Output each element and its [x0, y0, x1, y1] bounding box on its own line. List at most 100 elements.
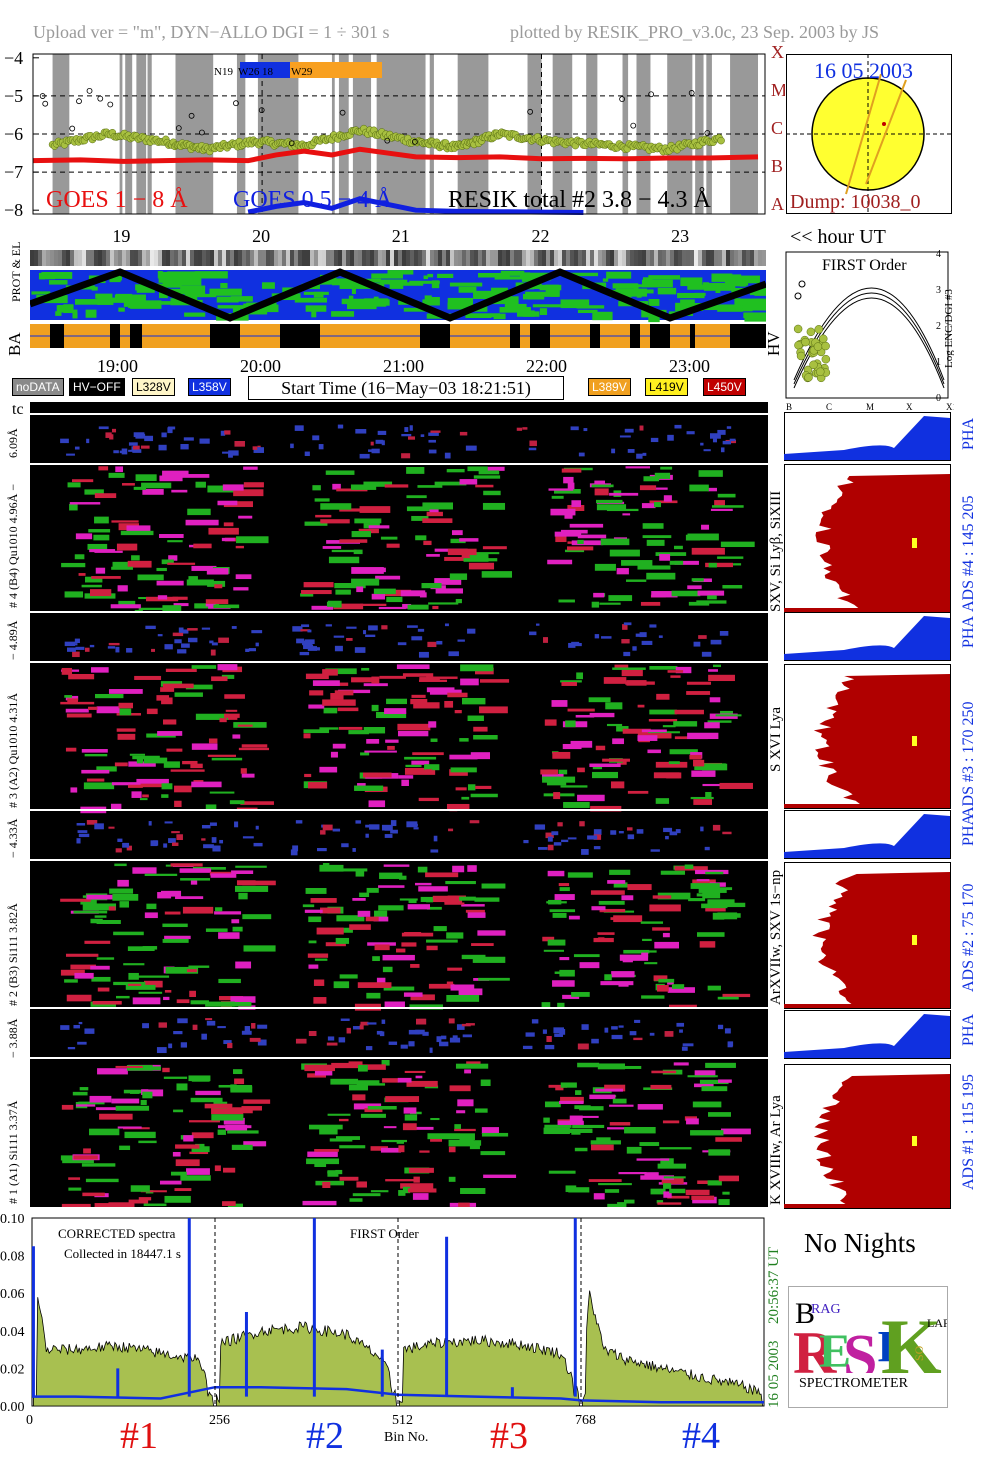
- pha-speck: [173, 1031, 183, 1035]
- pha-speck: [133, 445, 140, 450]
- spectro-cell: [163, 996, 170, 1001]
- spectro-cell: [652, 895, 672, 899]
- pha-speck: [712, 438, 718, 443]
- spectro-cell: [160, 687, 175, 692]
- prot-el-cell: [714, 250, 718, 266]
- spectro-cell: [402, 603, 412, 609]
- prot-strip-green: [136, 289, 155, 293]
- data-gap-14: [527, 54, 542, 214]
- spectro-cell: [94, 516, 109, 524]
- spectro-cell: [224, 694, 245, 699]
- pha-speck: [649, 624, 657, 628]
- spectro-cell: [191, 565, 217, 571]
- spectro-cell: [128, 761, 156, 767]
- spectro-cell: [555, 535, 567, 543]
- pha-speck: [418, 651, 429, 658]
- spectro-cell: [600, 538, 630, 546]
- enc-ylabel: Log ENC/DGI #3: [943, 289, 954, 368]
- channel-4-label: #4: [682, 1415, 720, 1457]
- spectro-cell: [588, 1179, 622, 1182]
- ch2-label: # 2 (B3) Si111 3.82Å: [6, 903, 20, 1006]
- pha-speck: [340, 1018, 350, 1021]
- spectro-cell: [366, 887, 379, 893]
- spectro-cell: [66, 713, 92, 718]
- spectro-cell: [183, 1135, 194, 1142]
- spectro-cell: [444, 896, 463, 903]
- prot-strip-green: [356, 299, 390, 306]
- class-tick-label: A: [771, 194, 784, 214]
- spectrum-x-tick: 512: [392, 1413, 413, 1428]
- prot-strip-green: [95, 293, 113, 299]
- spectro-cell: [332, 743, 346, 749]
- spectrum-time: 20:56:37 UT: [766, 1247, 780, 1324]
- ba-gap-2: [130, 324, 142, 348]
- pha-speck: [436, 1036, 442, 1043]
- class-tick-label: C: [771, 118, 783, 138]
- spectro-cell: [137, 574, 164, 581]
- spectro-cell: [312, 485, 321, 491]
- pha-speck: [679, 1029, 683, 1033]
- prot-el-cell: [242, 250, 246, 266]
- spectro-cell: [301, 590, 332, 595]
- pha-speck: [593, 846, 601, 850]
- spectro-cell: [450, 984, 475, 991]
- spectrum-note-3: FIRST Order: [350, 1226, 419, 1241]
- spectro-cell: [410, 698, 428, 705]
- spectro-cell: [647, 749, 661, 754]
- prot-el-cell: [158, 250, 162, 266]
- pha-speck: [161, 432, 167, 438]
- resik-outlier: [39, 93, 46, 99]
- y-tick-label: −8: [4, 200, 23, 220]
- prot-el-cell: [702, 250, 706, 266]
- pha-speck: [623, 622, 632, 626]
- spectro-cell: [670, 675, 681, 678]
- spectro-cell: [461, 554, 470, 558]
- spectro-cell: [190, 878, 198, 885]
- spectro-cell: [650, 1188, 666, 1195]
- spectro-cell: [157, 731, 183, 736]
- spectro-cell: [547, 559, 573, 565]
- spectro-cell: [547, 939, 566, 946]
- spectrum-x-tick: 768: [575, 1413, 596, 1428]
- spectro-cell: [418, 886, 448, 892]
- pha-speck: [201, 838, 206, 841]
- ads1-label: ADS #1 : 115 195: [960, 1074, 977, 1190]
- spectro-cell: [379, 675, 406, 679]
- spectro-cell: [467, 865, 477, 872]
- spectro-cell: [430, 1138, 443, 1142]
- prot-el-cell: [530, 250, 534, 266]
- spectro-cell: [211, 1114, 244, 1121]
- spectro-cell: [207, 754, 237, 757]
- spectro-cell: [111, 782, 141, 786]
- spectro-cell: [73, 1155, 98, 1160]
- pha-speck: [547, 836, 553, 842]
- pha-speck: [320, 830, 326, 835]
- prot-el-cell: [710, 250, 714, 266]
- pha-speck: [578, 452, 585, 457]
- pha-speck: [126, 648, 133, 653]
- prot-strip-green: [742, 303, 776, 311]
- spectro-cell: [669, 560, 684, 565]
- pha-speck: [157, 634, 163, 637]
- spectro-cell: [598, 900, 625, 905]
- pha-speck: [368, 625, 378, 631]
- spectro-cell: [579, 962, 600, 969]
- pha-speck: [151, 648, 156, 652]
- spectro-cell: [379, 567, 386, 573]
- pha-speck: [545, 832, 554, 839]
- spectro-cell: [720, 541, 755, 548]
- spectro-cell: [548, 488, 574, 491]
- prot-strip-green: [303, 291, 329, 295]
- spectro-cell: [319, 1127, 338, 1135]
- prot-el-cell: [682, 250, 686, 266]
- spectro-cell: [705, 906, 726, 912]
- spectro-cell: [449, 573, 468, 580]
- spectro-cell: [557, 1002, 565, 1009]
- spectro-cell: [138, 1140, 157, 1144]
- spectro-cell: [230, 996, 256, 1003]
- ch3-side-label: S XVI Lya: [768, 707, 784, 772]
- spectro-cell: [327, 1113, 351, 1116]
- spectro-cell: [75, 533, 93, 540]
- spectro-cell: [135, 474, 157, 482]
- pha-speck: [84, 647, 90, 652]
